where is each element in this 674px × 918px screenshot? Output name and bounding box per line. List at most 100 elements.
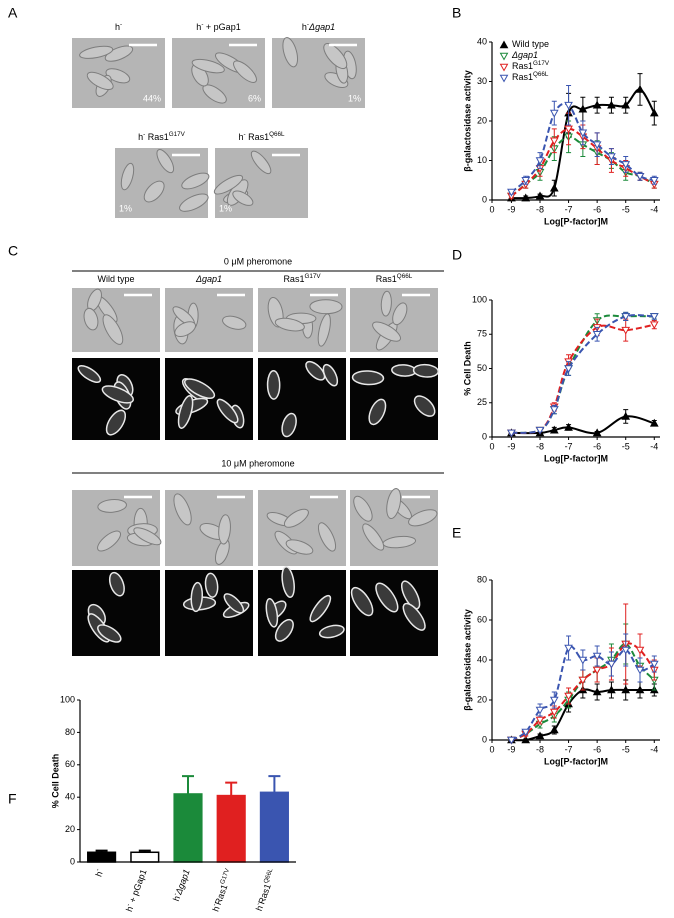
cell [368, 398, 387, 426]
text-part: Ras1 [213, 883, 230, 906]
data-point [521, 735, 531, 744]
data-point [549, 725, 559, 734]
cell [362, 523, 385, 551]
cell [190, 581, 204, 613]
x-tick-label: -4 [650, 441, 658, 451]
data-point [649, 418, 659, 427]
fit-curve [510, 102, 655, 193]
data-point [549, 137, 559, 146]
text-part: Ras1 [246, 132, 270, 142]
text-part: Q66L [533, 71, 549, 78]
data-point [649, 108, 659, 117]
cell [105, 68, 131, 84]
data-point [621, 411, 631, 420]
data-point [507, 188, 516, 197]
text-part: - [143, 131, 145, 138]
cell [156, 149, 175, 174]
text-part: Δgap1 [511, 50, 538, 60]
cell [400, 580, 421, 610]
x-tick-label: h-Ras1Q66L [253, 867, 279, 912]
data-point [592, 652, 602, 661]
text-part: - [211, 903, 218, 907]
legend-label: Ras1Q66L [512, 71, 549, 82]
cell [102, 314, 124, 345]
data-point [564, 101, 573, 110]
data-point [535, 191, 545, 200]
brightfield-image [258, 490, 346, 566]
text-part: + pGap1 [203, 22, 240, 32]
x-tick-label: -8 [536, 441, 544, 451]
data-point [535, 731, 545, 740]
x-tick-label: -7 [565, 744, 573, 754]
text-part: h [94, 870, 105, 878]
y-tick-label: 0 [482, 431, 487, 441]
text-part: Δgap1 [308, 22, 335, 32]
cell [375, 582, 399, 613]
panel-label: E [452, 525, 461, 541]
cell [204, 572, 219, 598]
cell [386, 488, 402, 520]
data-point [621, 313, 631, 321]
bar [87, 851, 117, 863]
y-axis-label: β-galactosidase activity [462, 70, 472, 172]
text-part: - [172, 892, 179, 896]
text-part: - [94, 868, 101, 872]
panel-label: B [452, 5, 461, 21]
data-point [621, 161, 631, 169]
cell [101, 385, 134, 404]
image-label: h- + pGap1 [196, 21, 240, 32]
text-part: h [211, 905, 222, 913]
data-point [635, 666, 645, 675]
y-tick-label: 10 [477, 155, 487, 165]
text-part: Q66L [263, 867, 275, 884]
data-point [549, 425, 559, 434]
cell [97, 624, 122, 643]
bar [216, 794, 246, 863]
data-point [621, 326, 631, 335]
data-point [535, 426, 545, 435]
data-point [564, 644, 573, 653]
text-part: Δgap1 [173, 868, 192, 897]
data-point [649, 176, 659, 185]
x-tick-label: h- [93, 868, 106, 879]
x-tick-label: -9 [507, 441, 515, 451]
image-label: h- Ras1G17V [138, 131, 186, 142]
y-tick-label: 20 [477, 115, 487, 125]
legend-label: Ras1G17V [512, 60, 550, 71]
cell [181, 172, 210, 190]
x-tick-label: -6 [593, 204, 601, 214]
data-point [592, 330, 602, 339]
cell [250, 150, 272, 175]
data-point [521, 193, 531, 202]
x-tick-label: 0 [489, 441, 494, 451]
text-part: G17V [219, 867, 231, 885]
x-tick-label: -4 [650, 744, 658, 754]
y-tick-label: 30 [477, 76, 487, 86]
cell [350, 586, 374, 617]
x-tick-label: -8 [536, 744, 544, 754]
text-part: - [255, 902, 262, 906]
cell [285, 539, 314, 555]
text-part: Ras1 [512, 72, 533, 82]
cell [283, 508, 309, 528]
bar [130, 851, 160, 863]
data-point [578, 129, 588, 138]
cell [77, 364, 102, 383]
data-point [621, 685, 631, 694]
data-point [507, 736, 516, 745]
cell [86, 71, 114, 91]
bar [173, 793, 203, 863]
data-point [564, 422, 573, 431]
text-part: h [302, 22, 307, 32]
text-part: h [115, 22, 120, 32]
text-part: G17V [533, 60, 550, 67]
x-tick-label: h-Δgap1 [170, 868, 192, 903]
column-label: Ras1Q66L [376, 273, 413, 284]
cell [380, 290, 392, 317]
data-point [635, 173, 645, 181]
fit-curve [511, 314, 655, 434]
text-part: h [196, 22, 201, 32]
cell [97, 499, 127, 513]
cell [266, 369, 281, 400]
y-tick-label: 40 [477, 654, 487, 664]
